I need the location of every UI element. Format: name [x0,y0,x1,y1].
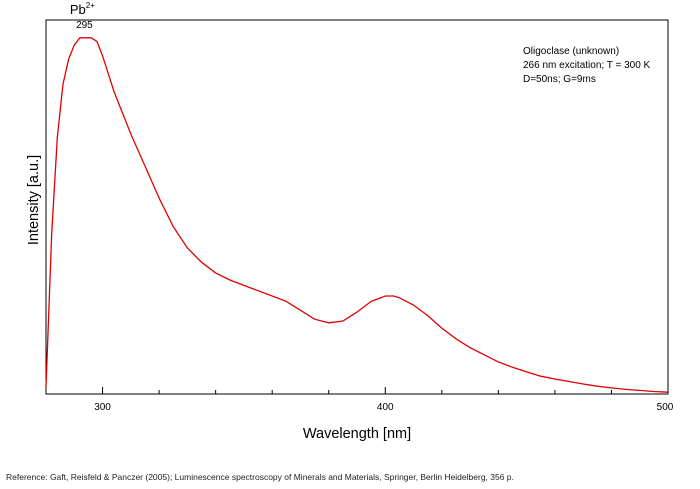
x-tick-label-400: 400 [377,402,394,413]
info-box: Oligoclase (unknown) 266 nm excitation; … [523,46,651,85]
peak-wavelength-label: 295 [76,20,93,31]
peak-ion-charge: 2+ [86,1,95,10]
plot-area-frame [45,19,669,395]
info-line-excitation: 266 nm excitation; T = 300 K [523,60,651,71]
y-axis-label: Intensity [a.u.] [26,155,42,245]
peak-ion-label: Pb2+ [70,1,95,17]
peak-annotation: Pb2+ 295 [70,1,95,31]
peak-ion-symbol: Pb [70,2,86,17]
x-tick-label-500: 500 [657,402,674,413]
x-axis-label: Wavelength [nm] [303,426,411,442]
series-line [45,37,669,393]
info-line-sample: Oligoclase (unknown) [523,46,619,57]
x-tick-label-300: 300 [94,402,111,413]
tick-group: 300 400 500 [94,387,674,413]
info-line-gate: D=50ns; G=9ms [523,74,596,85]
reference-note: Reference: Gaft, Reisfeld & Panczer (200… [6,472,514,482]
